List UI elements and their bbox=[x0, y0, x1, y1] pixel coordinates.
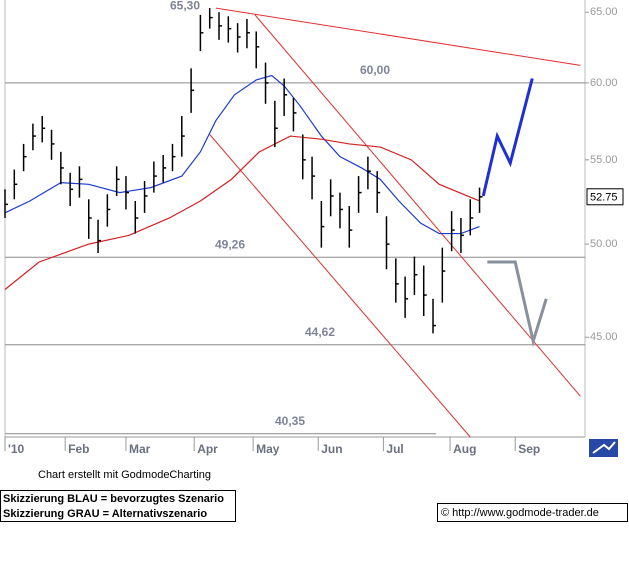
level-label: 60,00 bbox=[360, 63, 390, 77]
x-tick-label: Aug bbox=[453, 442, 476, 456]
x-tick-label: Jul bbox=[386, 442, 403, 456]
x-tick-label: Mar bbox=[129, 442, 151, 456]
y-tick-label: 45.00 bbox=[590, 331, 618, 343]
source-box bbox=[437, 503, 628, 522]
x-tick-label: Jun bbox=[321, 442, 342, 456]
x-tick-label: May bbox=[256, 442, 280, 456]
trend-line bbox=[209, 134, 471, 438]
trend-line bbox=[215, 7, 581, 66]
moving-average bbox=[4, 135, 480, 290]
level-label: 44,62 bbox=[305, 325, 335, 339]
trend-line bbox=[254, 14, 581, 397]
x-tick-label: '10 bbox=[8, 442, 25, 456]
peak-label: 65,30 bbox=[170, 0, 200, 12]
moving-average bbox=[4, 74, 480, 235]
y-tick-label: 65.00 bbox=[590, 6, 618, 18]
note: Skizzierung BLAU = bevorzugtes Szenario bbox=[3, 493, 224, 505]
level-label: 40,35 bbox=[275, 414, 305, 428]
last-price: 52.75 bbox=[590, 192, 618, 204]
y-tick-label: 55.00 bbox=[590, 154, 618, 166]
y-tick-label: 60.00 bbox=[590, 77, 618, 89]
y-tick-label: 50.00 bbox=[590, 238, 618, 250]
source: © http://www.godmode-trader.de bbox=[441, 507, 599, 519]
last-price-box bbox=[586, 188, 624, 206]
x-tick-label: Apr bbox=[197, 442, 218, 456]
notes-box bbox=[0, 490, 236, 522]
scenario bbox=[481, 78, 534, 197]
x-tick-label: Sep bbox=[518, 442, 540, 456]
x-tick-label: Feb bbox=[68, 442, 89, 456]
corner-icon bbox=[589, 439, 618, 457]
level-label: 49,26 bbox=[215, 237, 245, 251]
scenario bbox=[487, 260, 548, 348]
credit: Chart erstellt mit GodmodeCharting bbox=[38, 469, 211, 481]
note: Skizzierung GRAU = Alternativszenario bbox=[3, 508, 207, 520]
